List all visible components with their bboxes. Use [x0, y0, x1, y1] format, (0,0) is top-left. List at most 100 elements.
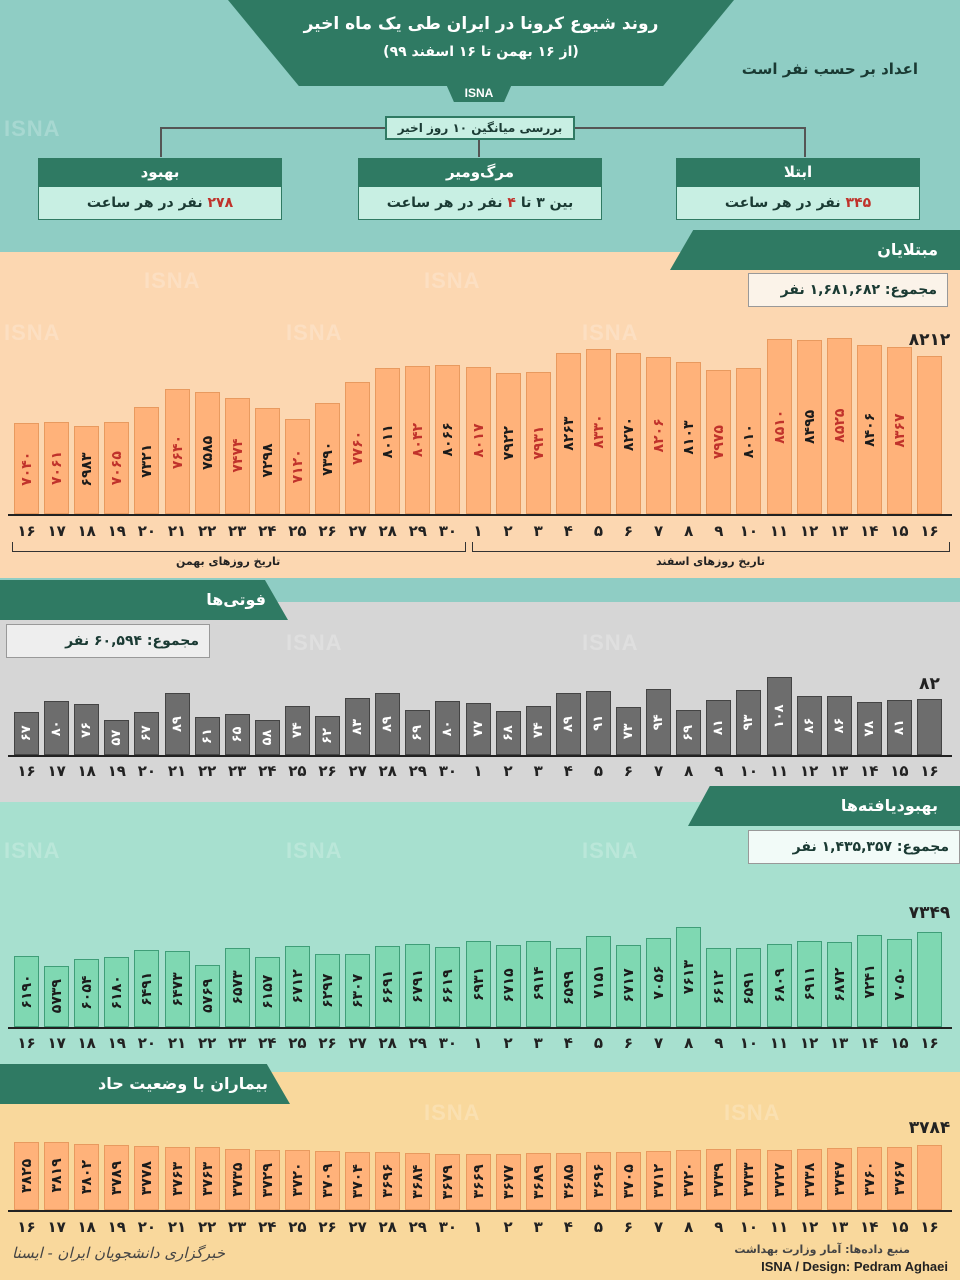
deaths-bar — [194, 717, 220, 755]
death-rate-prefix: بین ۳ تا — [520, 195, 574, 211]
deaths-bar-label: ۷۴ — [530, 722, 546, 739]
deaths-bar — [766, 676, 792, 755]
infection-card: ابتلا ۳۴۵ نفر در هر ساعت — [676, 158, 920, 220]
recovered-bar — [74, 959, 100, 1027]
infected-bar-label: ۸۰۱۱ — [380, 423, 397, 458]
page-subtitle: (از ۱۶ بهمن تا ۱۶ اسفند ۹۹) — [383, 44, 579, 60]
critical-x-tick: ۹ — [714, 1218, 724, 1236]
recovery-card-body: ۲۷۸ نفر در هر ساعت — [38, 186, 282, 220]
infected-bar — [104, 421, 130, 514]
critical-bar-label: ۳۷۰۹ — [320, 1163, 336, 1198]
critical-bar-label: ۳۷۲۹ — [259, 1162, 276, 1197]
deaths-bar-label: ۶۵ — [229, 726, 245, 743]
recovered-bar-label: ۶۳۰۷ — [350, 973, 367, 1008]
recovered-x-tick: ۲۷ — [348, 1034, 367, 1052]
critical-bar — [375, 1152, 401, 1210]
design-credit: ISNA / Design: Pedram Aghaei — [761, 1259, 948, 1274]
infected-bar-label: ۷۵۸۵ — [199, 435, 216, 471]
deaths-x-tick: ۱۵ — [890, 762, 909, 780]
deaths-x-tick: ۳۰ — [438, 762, 458, 780]
recovered-bar — [104, 956, 130, 1027]
recovered-bar-label: ۷۰۵۶ — [651, 965, 668, 1000]
critical-bar-label: ۳۶۸۵ — [560, 1164, 577, 1199]
deaths-bar-label: ۸۹ — [560, 716, 576, 732]
infected-x-tick: ۱۵ — [890, 522, 909, 540]
deaths-bar — [676, 710, 702, 755]
recovered-x-tick: ۱۶ — [17, 1034, 36, 1052]
infected-bar — [194, 392, 220, 514]
critical-bar — [555, 1153, 581, 1210]
recovered-x-tick: ۲۶ — [318, 1034, 337, 1052]
deaths-x-tick: ۶ — [623, 762, 634, 780]
recovered-bar — [495, 945, 521, 1027]
critical-x-tick: ۱۱ — [769, 1218, 789, 1236]
critical-bar — [435, 1153, 461, 1210]
critical-bar — [284, 1150, 310, 1210]
deaths-bar — [284, 705, 310, 755]
critical-x-tick: ۲۱ — [167, 1218, 187, 1236]
infected-x-tick: ۳۰ — [438, 522, 458, 540]
infected-bar-label: ۸۳۶۷ — [891, 413, 908, 448]
deaths-bar — [646, 688, 672, 755]
critical-bar — [736, 1149, 762, 1210]
deaths-bar-label: ۸۱ — [711, 719, 727, 736]
recovered-x-tick: ۶ — [623, 1034, 634, 1052]
deaths-bar — [405, 710, 431, 755]
recovered-bar — [224, 948, 250, 1027]
recovered-bar-label: ۶۵۹۱ — [741, 970, 758, 1005]
infected-bar — [465, 367, 491, 514]
critical-x-tick: ۲۷ — [348, 1218, 367, 1236]
infected-bar — [284, 418, 310, 514]
recovered-bar-label: ۶۵۷۳ — [229, 970, 246, 1005]
critical-bar — [525, 1152, 551, 1210]
watermark: ISNA — [286, 838, 343, 863]
critical-x-tick: ۵ — [593, 1218, 603, 1236]
average-label: بررسی میانگین ۱۰ روز اخیر — [385, 116, 575, 140]
recovered-x-tick: ۱۷ — [47, 1034, 66, 1052]
critical-bar-label: ۳۷۰۴ — [350, 1163, 367, 1198]
infected-bar — [134, 407, 160, 514]
critical-x-tick: ۲۵ — [288, 1218, 307, 1236]
deaths-x-tick: ۲۰ — [137, 762, 157, 780]
recovered-bar-label: ۶۱۵۷ — [259, 974, 276, 1010]
deaths-x-tick: ۱۲ — [799, 762, 819, 780]
watermark: ISNA — [724, 1100, 781, 1125]
units-note: اعداد بر حسب نفر است — [741, 60, 918, 78]
critical-bar-label: ۳۶۷۷ — [500, 1164, 517, 1199]
critical-bar-label: ۳۷۳۹ — [711, 1162, 728, 1197]
critical-bar — [585, 1152, 611, 1210]
deaths-bar — [886, 699, 912, 755]
recovered-x-tick: ۷ — [654, 1034, 664, 1052]
infected-x-tick: ۵ — [593, 522, 603, 540]
deaths-x-tick: ۲۷ — [348, 762, 367, 780]
infected-bar-label: ۷۹۲۲ — [500, 426, 517, 461]
recovered-bar — [525, 941, 551, 1027]
deaths-x-tick: ۱۰ — [739, 762, 759, 780]
infected-bar — [405, 365, 431, 514]
recovered-x-tick: ۳ — [533, 1034, 543, 1052]
critical-bar — [104, 1144, 130, 1210]
recovered-bar-label: ۶۶۹۱ — [380, 969, 397, 1004]
deaths-bar-label: ۸۹ — [169, 716, 185, 732]
recovered-x-tick: ۱۸ — [77, 1034, 96, 1052]
watermark: ISNA — [582, 320, 639, 345]
deaths-bar-label: ۷۶ — [79, 721, 95, 738]
critical-x-tick: ۱۷ — [47, 1218, 66, 1236]
deaths-section-title: فوتی‌ها — [0, 580, 288, 620]
critical-bar-label: ۳۶۶۹ — [470, 1165, 487, 1200]
critical-bar — [164, 1146, 190, 1210]
deaths-bar — [74, 704, 100, 755]
bahman-label: تاریخ روزهای بهمن — [176, 555, 281, 568]
infected-bar-label: ۷۶۴۰ — [169, 434, 186, 469]
death-card-title: مرگ‌ومیر — [358, 158, 602, 186]
infected-bar-label: ۷۴۷۴ — [229, 439, 246, 474]
critical-x-tick: ۲۰ — [137, 1218, 157, 1236]
recovered-bar — [826, 942, 852, 1027]
deaths-bar-label: ۶۸ — [500, 725, 516, 741]
deaths-bar-label: ۹۳ — [741, 714, 757, 731]
infected-bar-label: ۷۹۷۵ — [711, 424, 728, 459]
recovered-x-tick: ۲۲ — [197, 1034, 217, 1052]
critical-bar — [826, 1148, 852, 1210]
infected-bar-label: ۸۵۲۵ — [831, 409, 848, 444]
deaths-x-tick: ۲۹ — [408, 762, 427, 780]
